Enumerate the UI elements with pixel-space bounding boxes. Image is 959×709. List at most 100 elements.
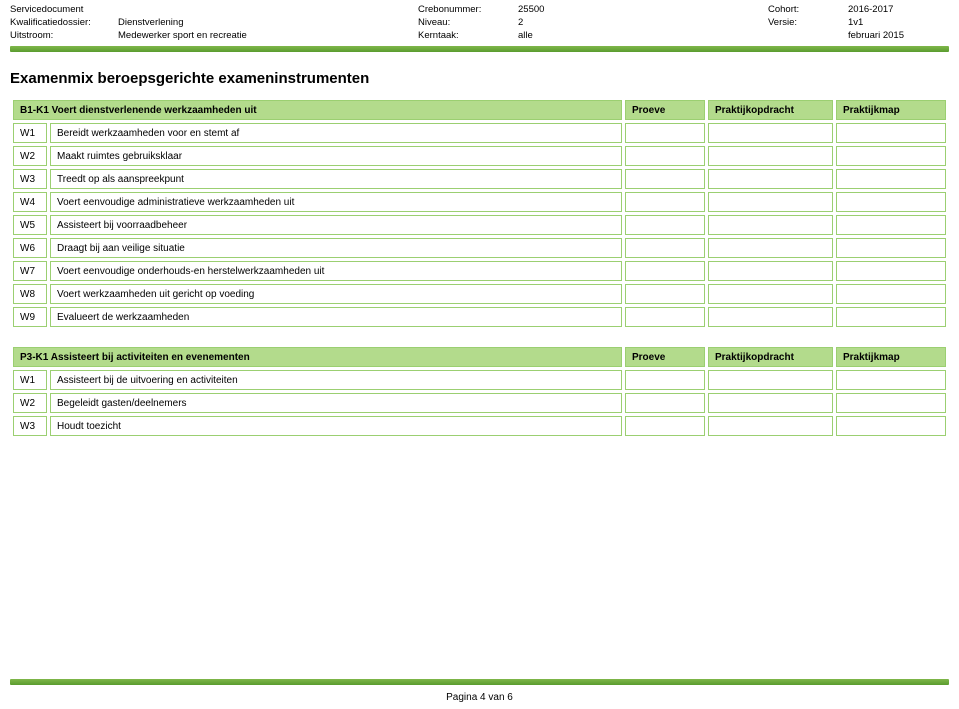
cell-empty: [708, 238, 833, 258]
table-row: W2Begeleidt gasten/deelnemers: [13, 393, 946, 413]
row-code: W9: [13, 307, 47, 327]
meta-label: Kwalificatiedossier:: [10, 17, 118, 30]
cell-empty: [836, 192, 946, 212]
row-desc: Treedt op als aanspreekpunt: [50, 169, 622, 189]
meta-label: Niveau:: [418, 17, 518, 30]
cell-empty: [836, 370, 946, 390]
meta-value: 25500: [518, 4, 768, 17]
cell-empty: [708, 393, 833, 413]
row-code: W7: [13, 261, 47, 281]
row-code: W5: [13, 215, 47, 235]
meta-label: Servicedocument: [10, 4, 118, 17]
row-code: W2: [13, 146, 47, 166]
meta-label: [768, 30, 848, 43]
row-code: W4: [13, 192, 47, 212]
table-header-row: P3-K1 Assisteert bij activiteiten en eve…: [13, 347, 946, 367]
row-desc: Voert eenvoudige administratieve werkzaa…: [50, 192, 622, 212]
cell-empty: [625, 146, 705, 166]
cell-empty: [625, 416, 705, 436]
meta-label: Uitstroom:: [10, 30, 118, 43]
meta-value: 2: [518, 17, 768, 30]
row-code: W3: [13, 416, 47, 436]
cell-empty: [836, 146, 946, 166]
cell-empty: [625, 261, 705, 281]
cell-empty: [708, 192, 833, 212]
table-row: W6Draagt bij aan veilige situatie: [13, 238, 946, 258]
table-row: W7Voert eenvoudige onderhouds-en herstel…: [13, 261, 946, 281]
cell-empty: [836, 261, 946, 281]
header-row: Servicedocument Crebonummer: 25500 Cohor…: [10, 4, 949, 17]
section-heading: P3-K1 Assisteert bij activiteiten en eve…: [13, 347, 622, 367]
exam-table-section1: B1-K1 Voert dienstverlenende werkzaamhed…: [10, 97, 949, 330]
table-row: W3Treedt op als aanspreekpunt: [13, 169, 946, 189]
row-desc: Bereidt werkzaamheden voor en stemt af: [50, 123, 622, 143]
row-desc: Evalueert de werkzaamheden: [50, 307, 622, 327]
cell-empty: [708, 370, 833, 390]
table-row: W1Assisteert bij de uitvoering en activi…: [13, 370, 946, 390]
row-desc: Voert werkzaamheden uit gericht op voedi…: [50, 284, 622, 304]
row-code: W8: [13, 284, 47, 304]
row-code: W1: [13, 123, 47, 143]
cell-empty: [708, 416, 833, 436]
header-row: Uitstroom: Medewerker sport en recreatie…: [10, 30, 949, 43]
meta-value: februari 2015: [848, 30, 949, 43]
table-row: W9Evalueert de werkzaamheden: [13, 307, 946, 327]
cell-empty: [836, 238, 946, 258]
column-header: Proeve: [625, 347, 705, 367]
cell-empty: [708, 261, 833, 281]
row-desc: Voert eenvoudige onderhouds-en herstelwe…: [50, 261, 622, 281]
column-header: Praktijkmap: [836, 100, 946, 120]
cell-empty: [836, 169, 946, 189]
cell-empty: [708, 169, 833, 189]
cell-empty: [836, 393, 946, 413]
meta-value: alle: [518, 30, 768, 43]
row-desc: Maakt ruimtes gebruiksklaar: [50, 146, 622, 166]
section-heading: B1-K1 Voert dienstverlenende werkzaamhed…: [13, 100, 622, 120]
cell-empty: [625, 370, 705, 390]
meta-label: Kerntaak:: [418, 30, 518, 43]
cell-empty: [625, 123, 705, 143]
cell-empty: [836, 416, 946, 436]
exam-table-section2: P3-K1 Assisteert bij activiteiten en eve…: [10, 344, 949, 439]
table-row: W5Assisteert bij voorraadbeheer: [13, 215, 946, 235]
meta-label: Crebonummer:: [418, 4, 518, 17]
row-code: W1: [13, 370, 47, 390]
table-row: W4Voert eenvoudige administratieve werkz…: [13, 192, 946, 212]
cell-empty: [625, 169, 705, 189]
cell-empty: [625, 238, 705, 258]
table-row: W1Bereidt werkzaamheden voor en stemt af: [13, 123, 946, 143]
row-desc: Draagt bij aan veilige situatie: [50, 238, 622, 258]
table-header-row: B1-K1 Voert dienstverlenende werkzaamhed…: [13, 100, 946, 120]
document-header: Servicedocument Crebonummer: 25500 Cohor…: [0, 0, 959, 44]
column-header: Praktijkmap: [836, 347, 946, 367]
cell-empty: [708, 215, 833, 235]
table-row: W2Maakt ruimtes gebruiksklaar: [13, 146, 946, 166]
cell-empty: [836, 307, 946, 327]
table-row: W3Houdt toezicht: [13, 416, 946, 436]
cell-empty: [708, 146, 833, 166]
meta-value: 2016-2017: [848, 4, 949, 17]
column-header: Praktijkopdracht: [708, 347, 833, 367]
cell-empty: [625, 307, 705, 327]
column-header: Proeve: [625, 100, 705, 120]
cell-empty: [708, 307, 833, 327]
row-desc: Begeleidt gasten/deelnemers: [50, 393, 622, 413]
row-code: W3: [13, 169, 47, 189]
meta-value: [118, 4, 418, 17]
row-desc: Houdt toezicht: [50, 416, 622, 436]
page-footer: Pagina 4 van 6: [0, 692, 959, 703]
page-title: Examenmix beroepsgerichte exameninstrume…: [0, 52, 959, 97]
row-desc: Assisteert bij de uitvoering en activite…: [50, 370, 622, 390]
cell-empty: [836, 123, 946, 143]
meta-label: Versie:: [768, 17, 848, 30]
row-desc: Assisteert bij voorraadbeheer: [50, 215, 622, 235]
row-code: W6: [13, 238, 47, 258]
cell-empty: [708, 284, 833, 304]
table-row: W8Voert werkzaamheden uit gericht op voe…: [13, 284, 946, 304]
meta-value: 1v1: [848, 17, 949, 30]
cell-empty: [836, 284, 946, 304]
column-header: Praktijkopdracht: [708, 100, 833, 120]
cell-empty: [625, 284, 705, 304]
footer-divider-bar: [10, 679, 949, 685]
cell-empty: [836, 215, 946, 235]
